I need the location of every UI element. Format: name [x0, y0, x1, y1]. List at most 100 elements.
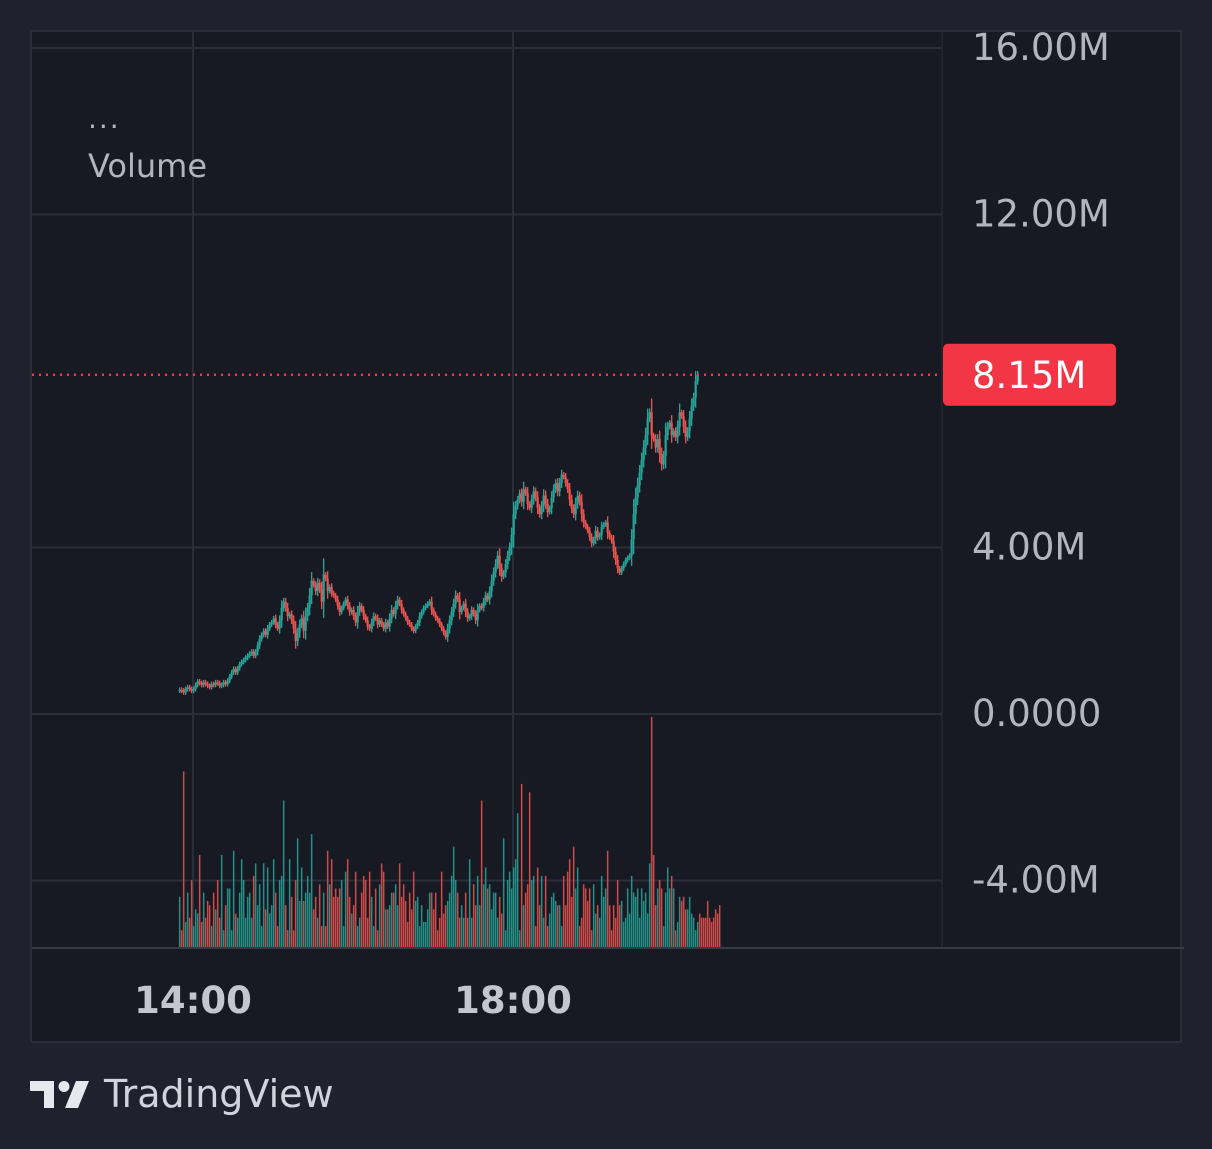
candle-body — [180, 689, 183, 692]
volume-bar — [528, 792, 531, 947]
volume-bar — [446, 901, 449, 947]
volume-bar — [330, 859, 333, 947]
volume-bar — [206, 901, 209, 947]
candle-body — [520, 493, 523, 502]
volume-bar — [444, 905, 447, 947]
volume-bar — [650, 717, 653, 947]
volume-bar — [212, 892, 215, 947]
candle-body — [504, 564, 507, 573]
candle-body — [564, 476, 567, 483]
volume-bar — [304, 892, 307, 947]
candle-body — [626, 557, 629, 560]
candle-body — [230, 672, 233, 677]
candle-body — [364, 616, 367, 621]
candle-body — [402, 609, 405, 615]
candle-body — [566, 482, 569, 490]
candle-body — [562, 474, 565, 477]
volume-legend-label[interactable]: Volume — [88, 147, 208, 185]
candle-body — [304, 616, 307, 631]
volume-bar — [284, 905, 287, 947]
candle-body — [526, 493, 529, 504]
candle-body — [598, 535, 601, 538]
volume-bar — [328, 884, 331, 947]
candle-body — [550, 497, 553, 508]
volume-bar — [252, 875, 255, 947]
candle-body — [528, 503, 531, 508]
candle-body — [426, 603, 429, 606]
candle-body — [478, 605, 481, 610]
volume-bar — [354, 871, 357, 947]
chart-canvas[interactable]: 16.00M 12.00M 4.00M 0.0000 -4.00M 8.15M 14:00 1… — [32, 32, 1184, 1045]
volume-bar — [660, 888, 663, 947]
volume-bar — [208, 905, 211, 947]
candle-body — [498, 555, 501, 569]
candle-body — [270, 622, 273, 625]
candle-body — [324, 574, 327, 579]
chart-frame: 16.00M 12.00M 4.00M 0.0000 -4.00M 8.15M 14:00 1… — [30, 30, 1184, 1045]
volume-bar — [448, 892, 451, 947]
volume-bar — [324, 926, 327, 947]
candle-body — [486, 595, 489, 600]
volume-bar — [228, 888, 231, 947]
candle-body — [198, 681, 201, 684]
candle-body — [652, 435, 655, 440]
volume-bar — [512, 867, 515, 947]
candle-body — [678, 412, 681, 427]
volume-bar — [648, 863, 651, 947]
volume-bar — [584, 888, 587, 947]
candle-body — [636, 485, 639, 498]
volume-bar — [200, 921, 203, 947]
candle-body — [440, 624, 443, 629]
volume-bar — [180, 930, 183, 947]
candle-body — [290, 614, 293, 621]
volume-bar — [422, 921, 425, 947]
volume-bar — [194, 909, 197, 947]
candle-body — [554, 482, 557, 490]
volume-bar — [378, 884, 381, 947]
candle-body — [266, 628, 269, 635]
candle-body — [556, 482, 559, 492]
candle-body — [658, 439, 661, 454]
y-axis-tick-label: 4.00M — [972, 526, 1086, 569]
volume-bar — [188, 917, 191, 947]
volume-bar — [348, 896, 351, 947]
candle-body — [660, 453, 663, 465]
candle-body — [210, 684, 213, 687]
volume-bar — [234, 913, 237, 947]
volume-bar — [336, 896, 339, 947]
candle-body — [662, 455, 665, 465]
volume-bar — [690, 913, 693, 947]
volume-bar — [270, 905, 273, 947]
candle-body — [256, 645, 259, 652]
brand[interactable]: TradingView — [30, 1072, 334, 1116]
candle-body — [366, 620, 369, 627]
volume-bar — [658, 880, 661, 947]
volume-bar — [296, 838, 299, 947]
volume-bar — [698, 913, 701, 947]
volume-bar — [462, 917, 465, 947]
candle-body — [618, 568, 621, 573]
volume-bar — [432, 909, 435, 947]
last-price-tag[interactable] — [943, 343, 1116, 406]
legend-menu-dots[interactable]: ... — [88, 102, 121, 135]
candle-body — [382, 624, 385, 629]
candle-body — [204, 682, 207, 685]
candle-body — [464, 603, 467, 613]
candle-body — [484, 595, 487, 602]
volume-bar — [712, 917, 715, 947]
volume-bar — [268, 913, 271, 947]
volume-bar — [470, 917, 473, 947]
candle-body — [248, 653, 251, 656]
volume-bar — [344, 871, 347, 947]
volume-bar — [664, 892, 667, 947]
candle-body — [400, 603, 403, 610]
volume-bar — [524, 892, 527, 947]
volume-bar — [350, 913, 353, 947]
volume-bar — [332, 896, 335, 947]
candle-body — [494, 564, 497, 573]
candle-body — [500, 568, 503, 577]
brand-name: TradingView — [104, 1072, 334, 1116]
volume-bar — [288, 859, 291, 947]
candle-body — [378, 620, 381, 625]
volume-bar — [246, 896, 249, 947]
